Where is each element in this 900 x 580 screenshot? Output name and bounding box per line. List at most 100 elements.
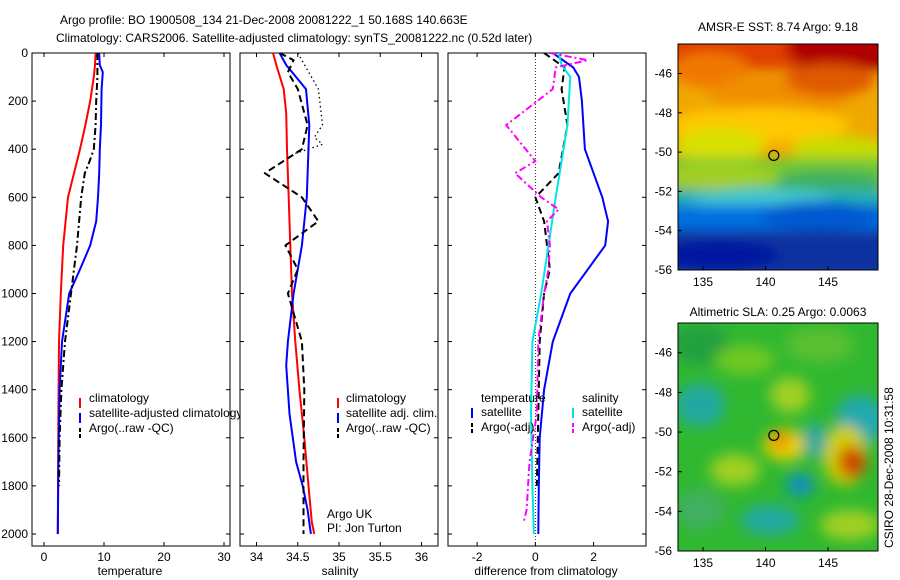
map-x-tick-label: 135 <box>693 275 713 289</box>
credit-line2: PI: Jon Turton <box>327 521 402 535</box>
sst-map-panel: AMSR-E SST: 8.74 Argo: 9.18 <box>655 20 879 289</box>
depth-tick-label: 1600 <box>1 431 28 445</box>
map-x-tick-label: 140 <box>755 556 775 570</box>
depth-tick-label: 1800 <box>1 479 28 493</box>
map-y-tick-label: -54 <box>655 224 673 238</box>
map-y-tick-label: -46 <box>655 66 673 80</box>
difference-panel: -2 0 2 difference from climatology tempera… <box>447 52 647 578</box>
map-y-tick-label: -50 <box>655 145 673 159</box>
map-y-tick-label: -56 <box>655 263 673 277</box>
temperature-panel: 0 200 400 600 800 1000 1200 1400 1600 1800 2000 0 1… <box>1 46 242 578</box>
legend-climatology: climatology <box>89 391 149 405</box>
legend-temperature-header: temperature <box>481 391 546 405</box>
x-tick-label: -2 <box>472 550 483 564</box>
legend-satellite-adj: satellite adj. clim. <box>346 406 437 420</box>
depth-tick-label: 1200 <box>1 335 28 349</box>
map-x-tick-label: 145 <box>818 556 838 570</box>
sla-map-panel: Altimetric SLA: 0.25 Argo: 0.0063 <box>655 305 879 570</box>
legend-temp-satellite: satellite <box>481 405 522 419</box>
series-line <box>263 53 320 534</box>
map-y-tick-label: -56 <box>655 544 673 558</box>
legend-sal-argo: Argo(-adj) <box>582 420 635 434</box>
x-tick-label: 35.5 <box>369 550 393 564</box>
temperature-xlabel: temperature <box>98 564 163 578</box>
map-y-tick-label: -46 <box>655 346 673 360</box>
depth-tick-label: 200 <box>8 94 28 108</box>
difference-legend: temperature satellite Argo(-adj) salinit… <box>471 391 635 434</box>
map-x-tick-label: 145 <box>818 275 838 289</box>
depth-tick-label: 2000 <box>1 527 28 541</box>
series-line <box>505 53 589 523</box>
argo-location-marker <box>768 149 780 161</box>
temperature-x-ticks: 0 10 20 30 <box>41 53 231 564</box>
salinity-lines <box>263 53 324 535</box>
sla-map-title: Altimetric SLA: 0.25 Argo: 0.0063 <box>690 305 867 319</box>
map-y-tick-label: -52 <box>655 465 673 479</box>
x-tick-label: 34.5 <box>286 550 310 564</box>
argo-location-marker <box>768 429 780 441</box>
depth-tick-label: 800 <box>8 238 28 252</box>
depth-tick-label: 0 <box>21 46 28 60</box>
legend-satellite-adjusted: satellite-adjusted climatology <box>89 406 242 420</box>
legend-temp-argo: Argo(-adj) <box>481 420 534 434</box>
depth-tick-label: 1000 <box>1 286 28 300</box>
temperature-lines <box>56 53 104 535</box>
series-line <box>56 53 97 535</box>
sla-map-frame <box>677 322 879 552</box>
difference-xlabel: difference from climatology <box>474 564 617 578</box>
series-line <box>537 53 610 535</box>
series-line <box>272 53 316 535</box>
salinity-panel: 34 34.5 35 35.5 36 salinity climatology sate… <box>239 52 439 578</box>
legend-salinity-header: salinity <box>582 391 619 405</box>
depth-ticks: 0 200 400 600 800 1000 1200 1400 1600 1800 2000 <box>1 46 230 541</box>
series-line <box>58 53 99 486</box>
series-line <box>530 53 572 535</box>
legend-argo: Argo(..raw -QC) <box>346 421 431 435</box>
x-tick-label: 35 <box>332 550 346 564</box>
map-x-tick-label: 140 <box>755 275 775 289</box>
depth-tick-label: 600 <box>8 190 28 204</box>
difference-lines <box>505 53 610 546</box>
salinity-xlabel: salinity <box>322 564 359 578</box>
csiro-timestamp: CSIRO 28-Dec-2008 10:31:58 <box>882 387 896 548</box>
x-tick-label: 0 <box>532 550 539 564</box>
figure-title-line2: Climatology: CARS2006. Satellite-adjuste… <box>56 31 532 45</box>
x-tick-label: 20 <box>157 550 171 564</box>
x-tick-label: 30 <box>217 550 231 564</box>
map-y-tick-label: -50 <box>655 425 673 439</box>
figure-title-line1: Argo profile: BO 1900508_134 21-Dec-2008… <box>60 13 468 27</box>
depth-tick-label: 1400 <box>1 383 28 397</box>
depth-tick-label: 400 <box>8 142 28 156</box>
series-line <box>56 53 104 535</box>
temperature-legend: climatology satellite-adjusted climatolo… <box>79 391 242 438</box>
sla-map-ticks: 135 140 145 -46 -48 -50 -52 -54 -56 <box>655 346 839 570</box>
x-tick-label: 34 <box>250 550 264 564</box>
salinity-axes-frame <box>239 52 439 547</box>
legend-climatology: climatology <box>346 391 406 405</box>
map-y-tick-label: -54 <box>655 504 673 518</box>
map-y-tick-label: -52 <box>655 184 673 198</box>
sst-heatmap <box>678 44 878 270</box>
sst-map-ticks: 135 140 145 -46 -48 -50 -52 -54 -56 <box>655 66 839 289</box>
map-x-tick-label: 135 <box>693 556 713 570</box>
salinity-legend: climatology satellite adj. clim. Argo(..… <box>337 391 437 438</box>
legend-sal-satellite: satellite <box>582 405 623 419</box>
series-line <box>534 53 569 486</box>
map-y-tick-label: -48 <box>655 385 673 399</box>
sst-map-frame <box>677 43 879 271</box>
legend-argo: Argo(..raw -QC) <box>89 421 174 435</box>
x-tick-label: 10 <box>97 550 111 564</box>
difference-x-ticks: -2 0 2 <box>448 52 646 564</box>
x-tick-label: 2 <box>590 550 597 564</box>
credit-line1: Argo UK <box>327 507 372 521</box>
sst-map-title: AMSR-E SST: 8.74 Argo: 9.18 <box>698 20 858 34</box>
series-line <box>293 53 324 155</box>
series-line <box>278 53 312 535</box>
sla-heatmap <box>678 323 878 551</box>
x-tick-label: 36 <box>415 550 429 564</box>
difference-axes-frame <box>447 52 647 547</box>
temperature-axes-frame <box>31 52 231 547</box>
salinity-x-ticks: 34 34.5 35 35.5 36 <box>240 52 438 564</box>
x-tick-label: 0 <box>41 550 48 564</box>
